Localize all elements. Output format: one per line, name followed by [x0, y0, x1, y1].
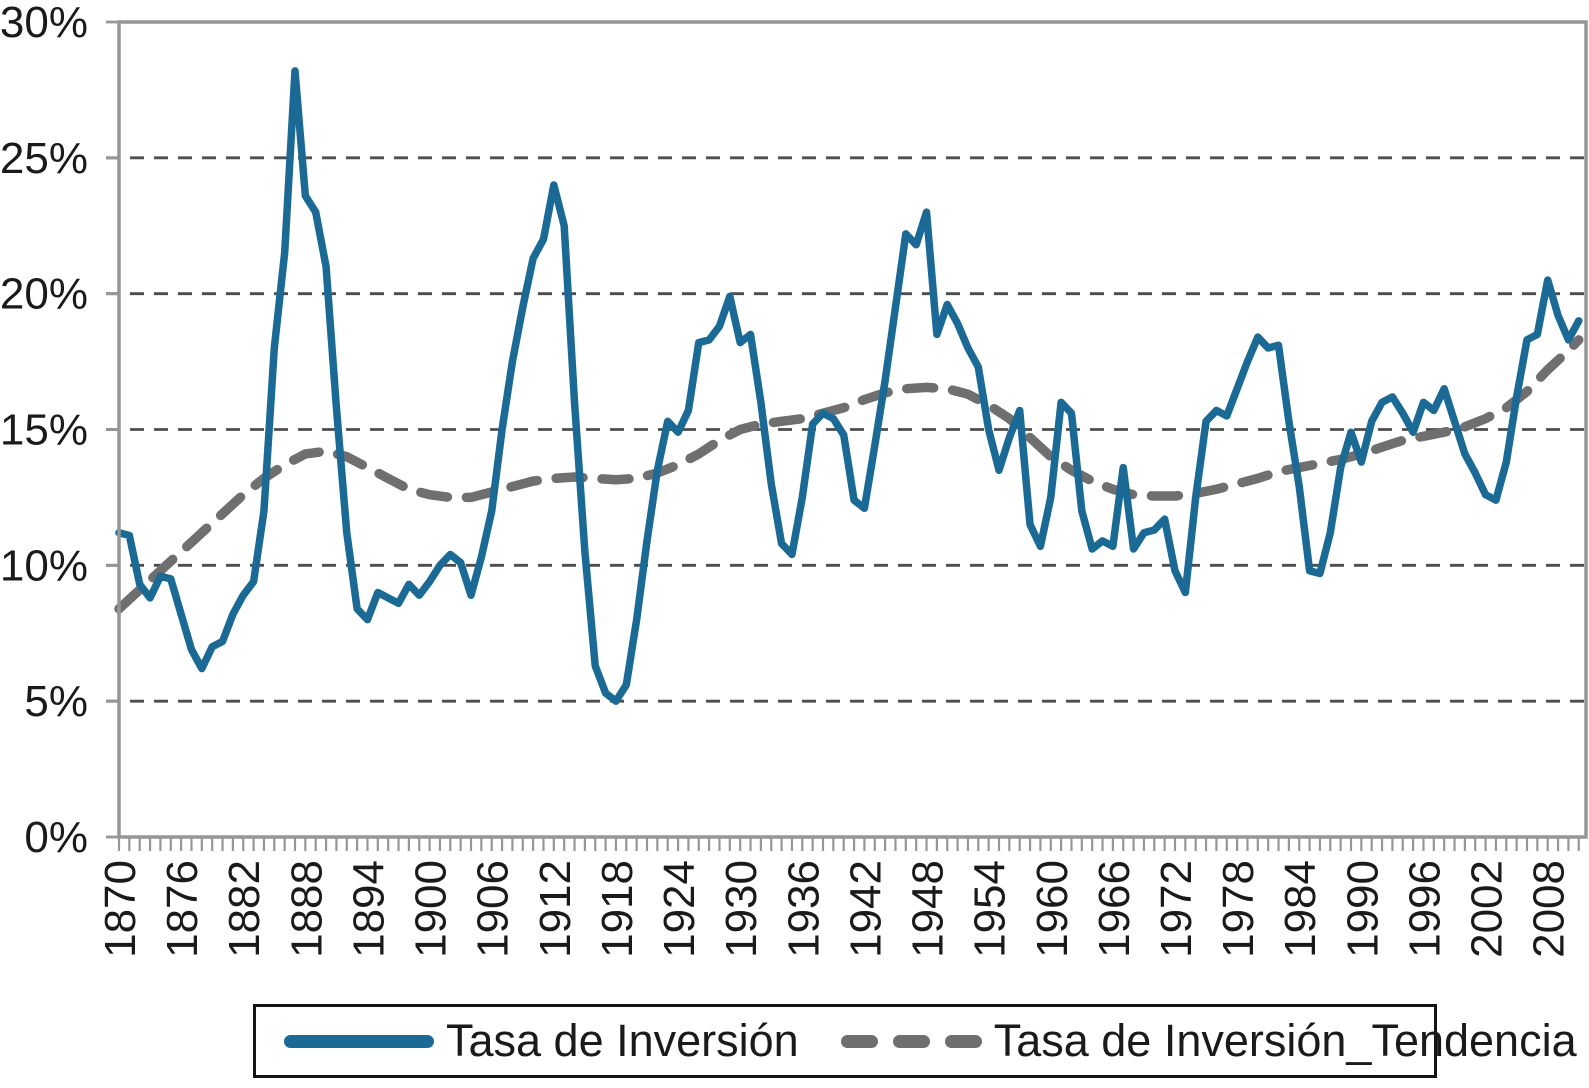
y-axis-label: 30% — [0, 0, 88, 47]
x-axis-label: 1978 — [1214, 860, 1263, 958]
x-axis-label: 1936 — [779, 860, 828, 958]
x-axis-label: 1888 — [282, 860, 331, 958]
legend-item-tendencia: Tasa de Inversión_Tendencia — [799, 1015, 1577, 1067]
x-axis-label: 1972 — [1152, 860, 1201, 958]
y-axis-label: 15% — [0, 406, 88, 455]
legend-label-tasa: Tasa de Inversión — [446, 1015, 799, 1066]
y-axis-label: 25% — [0, 134, 88, 183]
x-axis-label: 1954 — [966, 860, 1015, 958]
x-axis-label: 1930 — [717, 860, 766, 958]
legend-label-tendencia: Tasa de Inversión_Tendencia — [993, 1015, 1577, 1066]
x-axis-label: 1990 — [1338, 860, 1387, 958]
solid-line-swatch — [284, 1034, 434, 1048]
y-axis-label: 5% — [24, 677, 88, 726]
x-axis-label: 1924 — [655, 860, 704, 958]
x-axis-label: 1870 — [96, 860, 145, 958]
x-axis-label: 1996 — [1400, 860, 1449, 958]
x-axis-label: 1960 — [1028, 860, 1077, 958]
x-axis-label: 1942 — [841, 860, 890, 958]
x-axis-label: 1894 — [344, 860, 393, 958]
x-axis-label: 1876 — [158, 860, 207, 958]
y-axis-label: 20% — [0, 270, 88, 319]
x-axis-label: 1906 — [469, 860, 518, 958]
x-axis-label: 2002 — [1463, 860, 1512, 958]
x-axis-label: 1900 — [407, 860, 456, 958]
plot-area: 0% 5% 10% 15% 20% 25% 30% 1870 1876 1882 1888 1894 1… — [0, 0, 1588, 958]
legend: Tasa de Inversión Tasa de Inversión_Tend… — [253, 1004, 1577, 1078]
x-axis-label: 1918 — [593, 860, 642, 958]
tasa-de-inversion-line — [115, 67, 1583, 705]
legend-item-tasa: Tasa de Inversión — [256, 1015, 799, 1067]
y-axis-label: 0% — [24, 813, 88, 862]
x-axis-label: 1912 — [531, 860, 580, 958]
y-axis-label: 10% — [0, 541, 88, 590]
x-axis-label: 1948 — [904, 860, 953, 958]
x-axis-label: 1966 — [1090, 860, 1139, 958]
x-axis-label: 1882 — [220, 860, 269, 958]
x-axis-label: 2008 — [1525, 860, 1574, 958]
dashed-line-swatch — [840, 1034, 982, 1048]
x-axis-label: 1984 — [1276, 860, 1325, 958]
